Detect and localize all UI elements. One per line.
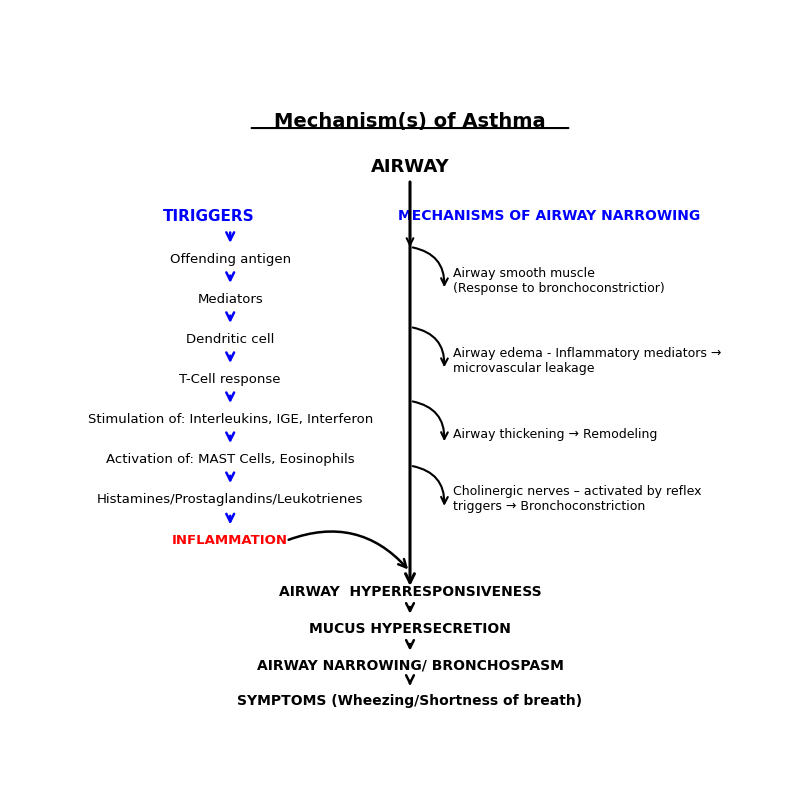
Text: Stimulation of: Interleukins, IGE, Interferon: Stimulation of: Interleukins, IGE, Inter… bbox=[87, 413, 373, 426]
Text: MUCUS HYPERSECRETION: MUCUS HYPERSECRETION bbox=[309, 622, 511, 636]
Text: TIRIGGERS: TIRIGGERS bbox=[162, 209, 254, 224]
Text: Airway smooth muscle
(Response to bronchoconstrictior): Airway smooth muscle (Response to bronch… bbox=[454, 267, 665, 295]
Text: INFLAMMATION: INFLAMMATION bbox=[172, 534, 288, 547]
Text: Mechanism(s) of Asthma: Mechanism(s) of Asthma bbox=[274, 112, 546, 131]
Text: Dendritic cell: Dendritic cell bbox=[186, 333, 274, 346]
Text: Airway edema - Inflammatory mediators →
microvascular leakage: Airway edema - Inflammatory mediators → … bbox=[454, 347, 722, 375]
Text: AIRWAY NARROWING/ BRONCHOSPASM: AIRWAY NARROWING/ BRONCHOSPASM bbox=[257, 659, 563, 673]
Text: Activation of: MAST Cells, Eosinophils: Activation of: MAST Cells, Eosinophils bbox=[106, 453, 354, 466]
Text: Histamines/Prostaglandins/Leukotrienes: Histamines/Prostaglandins/Leukotrienes bbox=[97, 493, 363, 506]
Text: Mediators: Mediators bbox=[198, 293, 263, 306]
Text: Cholinergic nerves – activated by reflex
triggers → Bronchoconstriction: Cholinergic nerves – activated by reflex… bbox=[454, 486, 702, 514]
Text: Offending antigen: Offending antigen bbox=[170, 253, 290, 266]
Text: Airway thickening → Remodeling: Airway thickening → Remodeling bbox=[454, 428, 658, 442]
Text: AIRWAY  HYPERRESPONSIVENESS: AIRWAY HYPERRESPONSIVENESS bbox=[278, 585, 542, 599]
Text: T-Cell response: T-Cell response bbox=[179, 373, 281, 386]
Text: AIRWAY: AIRWAY bbox=[370, 158, 450, 176]
Text: SYMPTOMS (Wheezing/Shortness of breath): SYMPTOMS (Wheezing/Shortness of breath) bbox=[238, 694, 582, 708]
Text: MECHANISMS OF AIRWAY NARROWING: MECHANISMS OF AIRWAY NARROWING bbox=[398, 209, 701, 223]
